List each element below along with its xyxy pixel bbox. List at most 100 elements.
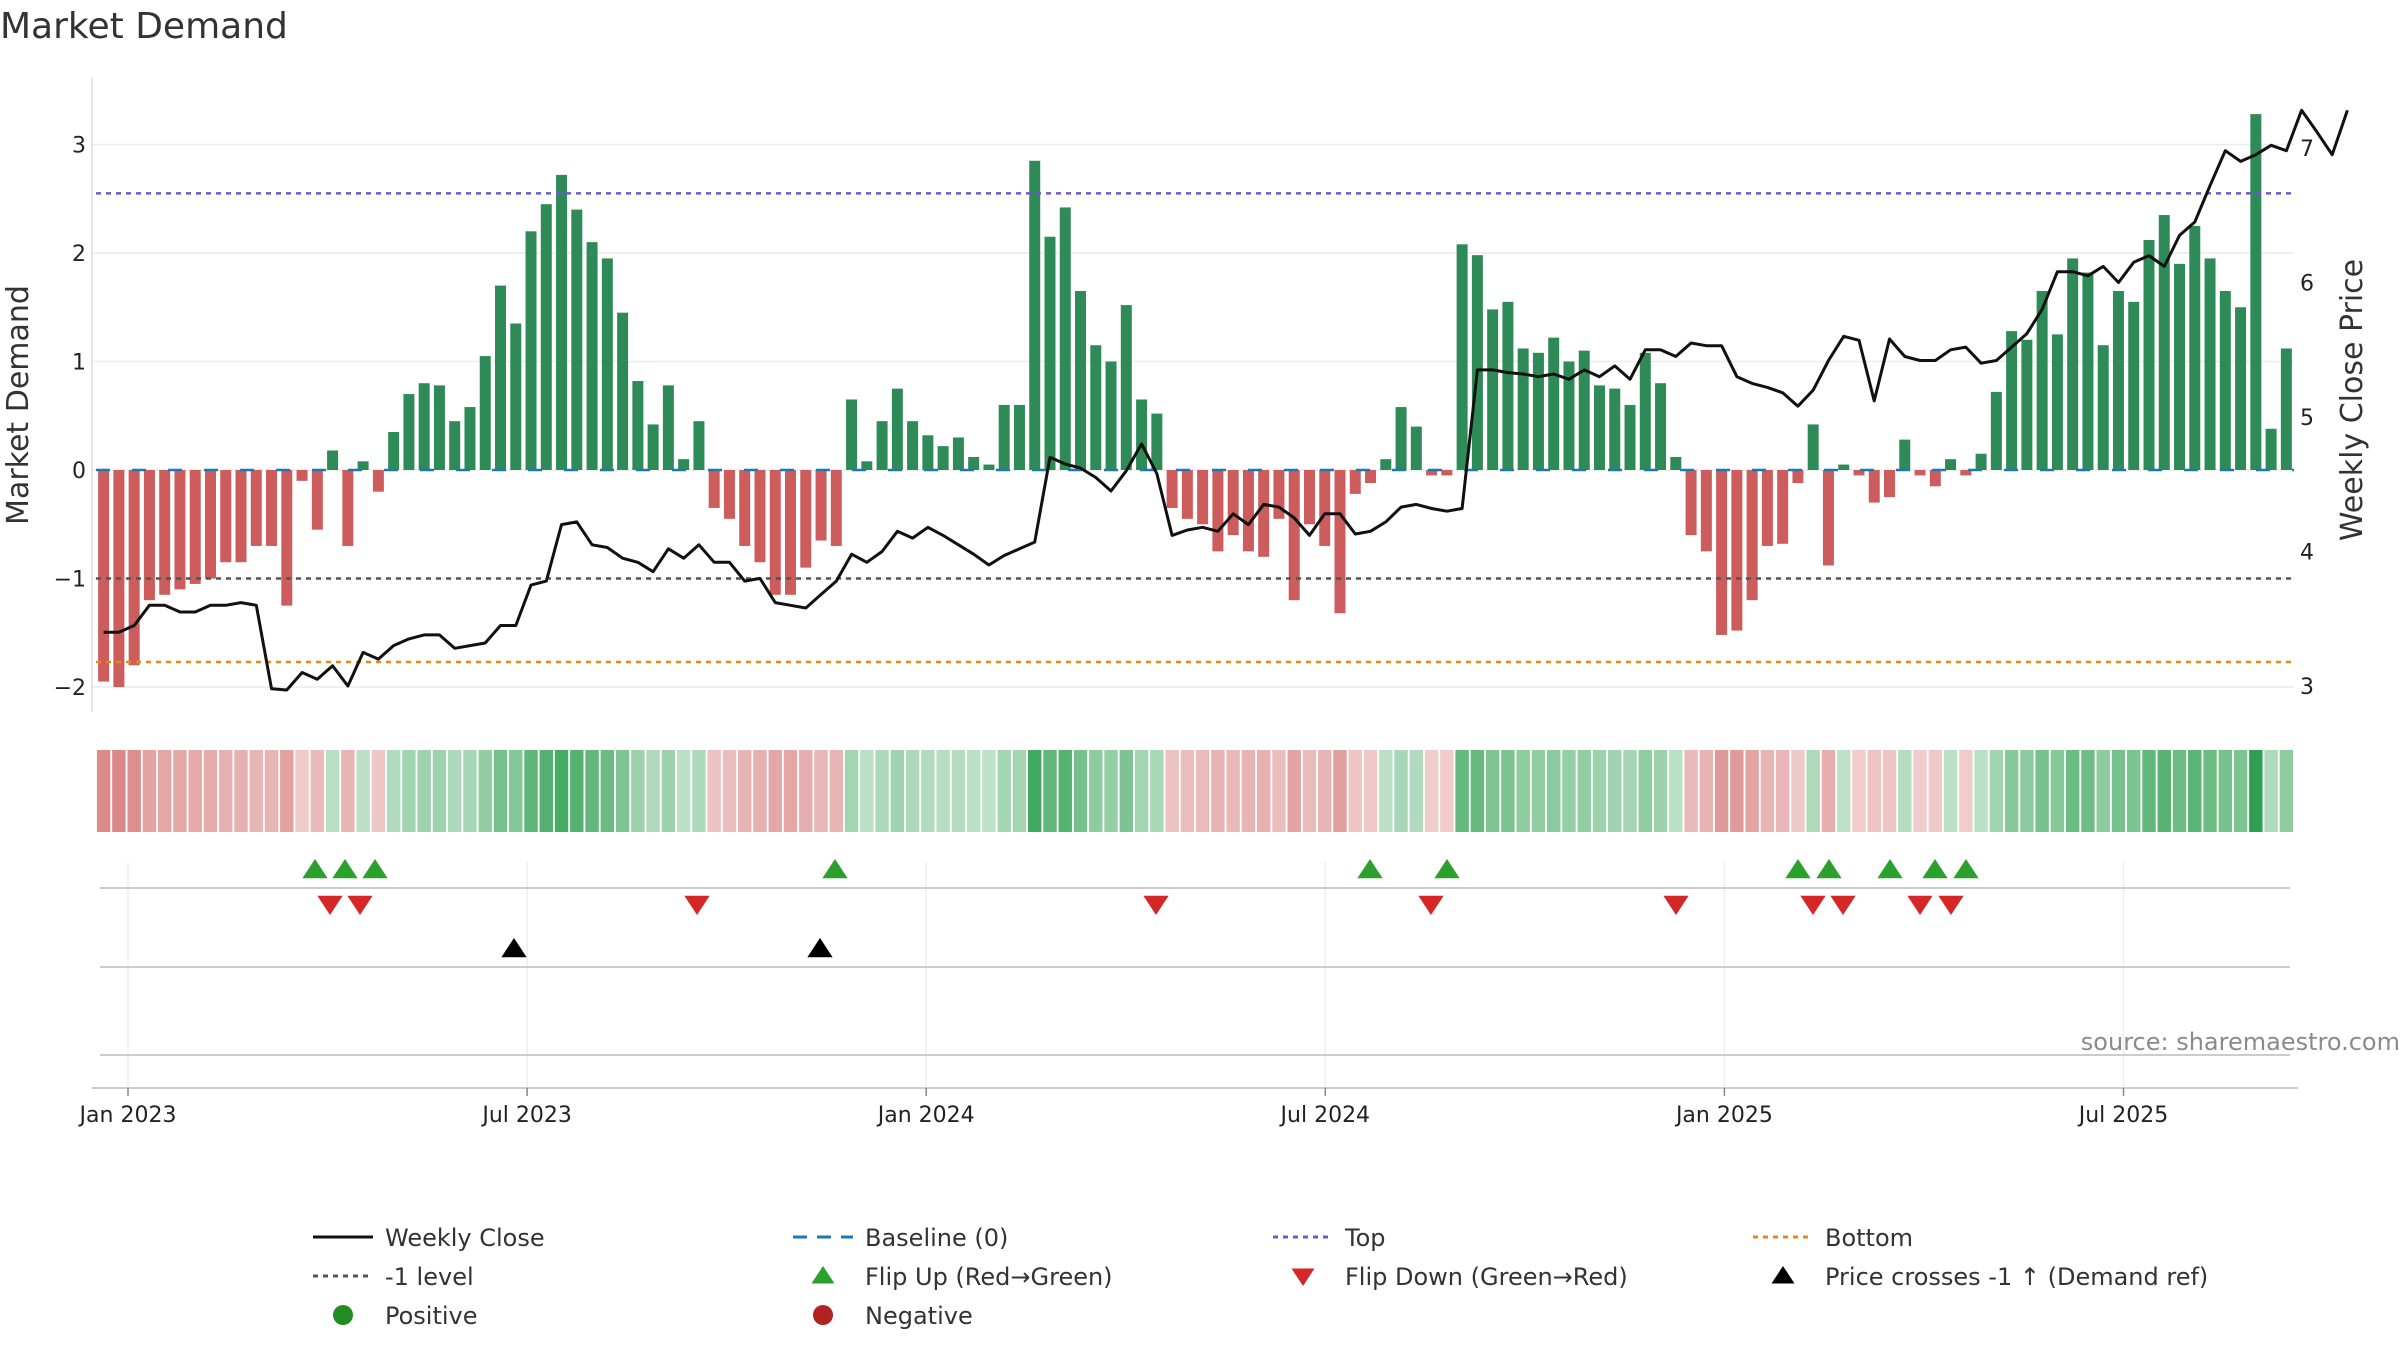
- heat-cell: [2111, 750, 2126, 832]
- demand-bar: [1380, 459, 1392, 470]
- legend-label: Weekly Close: [385, 1224, 545, 1252]
- heat-cell: [707, 750, 721, 832]
- heat-cell: [402, 750, 416, 832]
- left-tick-label: 1: [72, 351, 86, 376]
- flip-down-marker: [1663, 895, 1689, 915]
- demand-bar: [1685, 470, 1697, 536]
- heat-cell: [1440, 750, 1454, 832]
- demand-bar: [1410, 426, 1422, 470]
- heat-cell: [1363, 750, 1378, 832]
- demand-bar: [1838, 464, 1850, 470]
- demand-bar: [2097, 345, 2109, 470]
- heat-cell: [1974, 750, 1988, 832]
- legend-item: Bottom: [1753, 1224, 1913, 1252]
- legend-item: Flip Up (Red→Green): [811, 1263, 1113, 1291]
- heat-cell: [1836, 750, 1851, 832]
- demand-bar: [1945, 459, 1957, 470]
- demand-bar: [2158, 215, 2170, 470]
- demand-bar: [785, 470, 797, 595]
- heat-cell: [1379, 750, 1393, 832]
- heat-cell: [1577, 750, 1591, 832]
- demand-bar: [1365, 470, 1377, 484]
- chart-title: Market Demand: [0, 6, 288, 47]
- demand-bar: [2006, 331, 2018, 470]
- demand-bar: [1548, 337, 1560, 470]
- heat-cell: [1043, 750, 1057, 832]
- legend-swatch: [813, 1305, 833, 1325]
- right-tick-label: 3: [2300, 675, 2314, 700]
- heat-cell: [447, 750, 462, 832]
- heat-cell: [1775, 750, 1790, 832]
- flip-up-marker: [302, 859, 328, 879]
- demand-bar: [1044, 236, 1056, 470]
- heat-cell: [1485, 750, 1500, 832]
- weekly-close-line: [103, 108, 2349, 692]
- demand-bar: [723, 470, 735, 519]
- demand-bar: [1807, 424, 1819, 470]
- demand-bar: [1578, 350, 1590, 470]
- x-axis-ticks: Jan 2023 Jul 2023 Jan 2024 Jul 2024 Jan 2025…: [78, 1088, 2168, 1128]
- heat-cell: [1943, 750, 1958, 832]
- heat-cell: [2157, 750, 2171, 832]
- heat-cell: [1272, 750, 1286, 832]
- demand-bar: [1334, 470, 1346, 614]
- heat-cell: [1119, 750, 1134, 832]
- heat-cell: [829, 750, 844, 832]
- heat-cell: [1684, 750, 1698, 832]
- demand-bar: [128, 470, 140, 666]
- heat-cell: [280, 750, 294, 832]
- right-tick-label: 4: [2300, 541, 2314, 566]
- heat-cell: [341, 750, 355, 832]
- flip-up-marker: [1816, 859, 1842, 879]
- demand-bar: [998, 404, 1010, 470]
- flip-down-marker: [1830, 895, 1856, 915]
- demand-bar: [2051, 334, 2063, 470]
- flip-down-marker: [1418, 895, 1444, 915]
- heat-cell: [1348, 750, 1362, 832]
- demand-bar: [1441, 470, 1453, 476]
- flip-up-marker: [332, 859, 358, 879]
- demand-bar: [143, 470, 155, 601]
- heat-cell: [1989, 750, 2004, 832]
- demand-bar: [1593, 385, 1605, 470]
- heat-cell: [1730, 750, 1744, 832]
- heat-cell: [96, 750, 111, 832]
- heat-cell: [1562, 750, 1576, 832]
- heat-cell: [1211, 750, 1225, 832]
- demand-bar: [1029, 160, 1041, 470]
- heat-cell: [2142, 750, 2156, 832]
- demand-bar: [1563, 361, 1575, 470]
- demand-bar: [2265, 428, 2277, 470]
- x-tick-label: Jan 2024: [876, 1103, 975, 1128]
- heat-cell: [509, 750, 523, 832]
- demand-bar: [2143, 239, 2155, 470]
- demand-bar: [876, 421, 888, 470]
- heat-cell: [1287, 750, 1301, 832]
- demand-bar: [1929, 470, 1941, 487]
- demand-bar: [1288, 470, 1300, 601]
- demand-bar: [632, 381, 644, 470]
- heat-cell: [1256, 750, 1271, 832]
- demand-bar: [1181, 470, 1193, 519]
- heat-cell: [1424, 750, 1439, 832]
- left-axis-ticks: −2 −1 0 1 2 3: [54, 134, 86, 702]
- heat-cell: [936, 750, 950, 832]
- demand-bar: [281, 470, 293, 606]
- demand-bar: [1013, 404, 1025, 470]
- heat-cell: [295, 750, 309, 832]
- demand-bar: [1761, 470, 1773, 546]
- demand-bar: [1532, 352, 1544, 470]
- heat-cell: [417, 750, 431, 832]
- heat-cell: [570, 750, 584, 832]
- flip-down-marker: [1907, 895, 1933, 915]
- legend-swatch: [333, 1305, 353, 1325]
- heat-cell: [646, 750, 660, 832]
- demand-bar: [2067, 258, 2079, 470]
- demand-bar: [693, 421, 705, 470]
- demand-bar: [372, 470, 384, 492]
- legend-item: Flip Down (Green→Red): [1291, 1263, 1628, 1291]
- demand-bar: [1868, 470, 1880, 503]
- demand-bar: [739, 470, 751, 546]
- demand-bar: [2112, 290, 2124, 470]
- heat-cell: [2188, 750, 2202, 832]
